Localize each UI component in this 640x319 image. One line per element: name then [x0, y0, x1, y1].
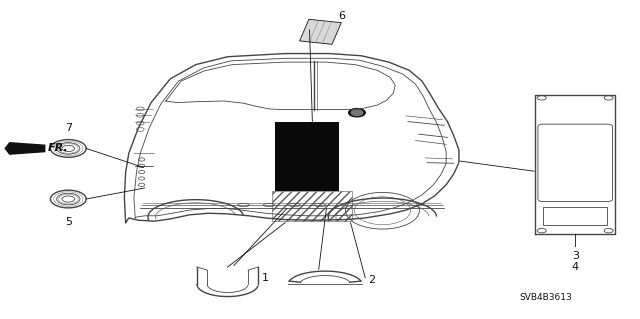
Text: 1: 1 — [261, 273, 268, 283]
Text: 4: 4 — [572, 262, 579, 272]
Circle shape — [351, 110, 363, 115]
Text: 6: 6 — [338, 11, 345, 21]
Text: 7: 7 — [65, 122, 72, 133]
Text: SVB4B3613: SVB4B3613 — [519, 293, 572, 302]
Polygon shape — [275, 122, 339, 191]
Text: 3: 3 — [572, 251, 579, 261]
Circle shape — [349, 108, 365, 117]
Text: FR.: FR. — [48, 144, 68, 153]
Text: 5: 5 — [65, 217, 72, 227]
Bar — [543, 207, 607, 226]
Polygon shape — [300, 19, 341, 44]
Polygon shape — [5, 143, 45, 154]
Text: 2: 2 — [369, 275, 376, 286]
